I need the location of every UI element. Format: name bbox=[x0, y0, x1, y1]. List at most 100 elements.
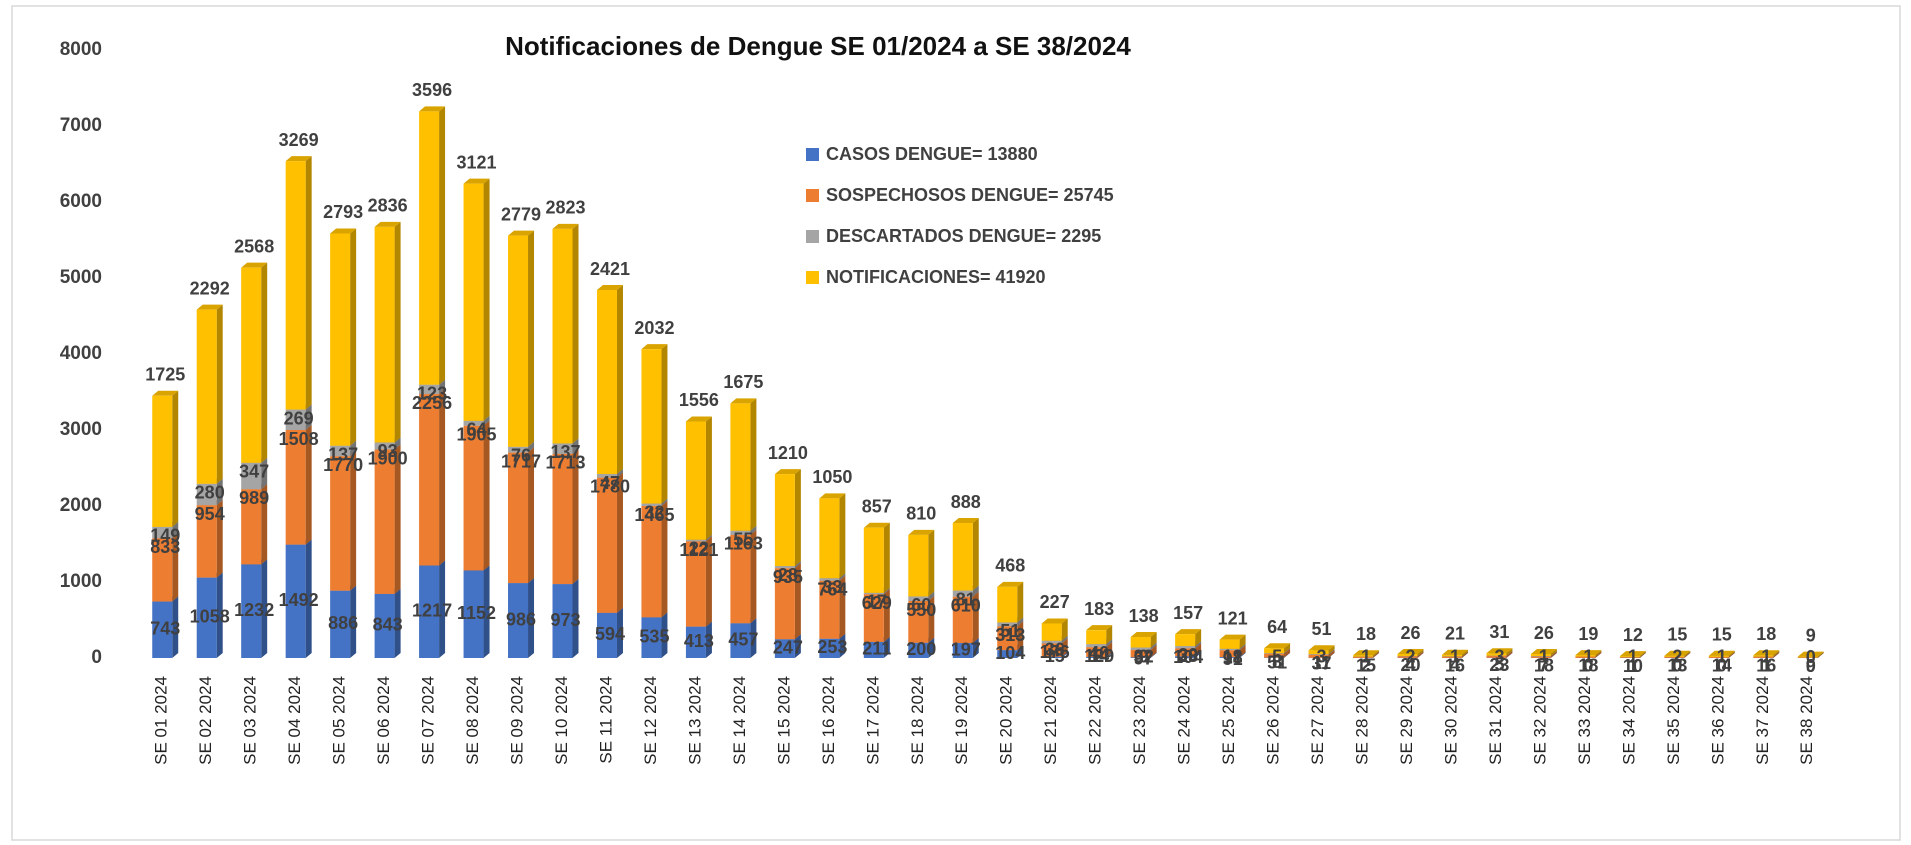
bar bbox=[819, 638, 840, 658]
bar-side bbox=[483, 420, 490, 571]
data-label: 1058 bbox=[190, 607, 230, 627]
bar bbox=[1219, 650, 1240, 658]
bar-side bbox=[794, 563, 801, 640]
data-label: 23 bbox=[1489, 655, 1509, 675]
bar-side bbox=[1150, 644, 1157, 658]
y-tick-label: 8000 bbox=[60, 39, 102, 60]
bar-top bbox=[1753, 650, 1780, 656]
data-label: 197 bbox=[951, 639, 981, 659]
data-label: 833 bbox=[150, 537, 180, 557]
bar-side bbox=[439, 389, 446, 566]
data-label: 51 bbox=[1312, 619, 1332, 639]
data-label: 129 bbox=[1084, 646, 1114, 666]
chart-border bbox=[11, 5, 1901, 841]
data-label: 2836 bbox=[368, 196, 408, 216]
legend-label: CASOS DENGUE= 13880 bbox=[826, 144, 1038, 164]
bar-top bbox=[1353, 650, 1380, 656]
data-label: 2421 bbox=[590, 259, 630, 279]
bar-side bbox=[1595, 652, 1602, 658]
bar bbox=[285, 430, 306, 545]
data-label: 3 bbox=[1317, 647, 1327, 667]
bar bbox=[241, 489, 262, 565]
bar-side bbox=[216, 478, 223, 506]
legend-swatch bbox=[806, 271, 819, 284]
bar bbox=[1041, 643, 1062, 657]
data-label: 1121 bbox=[679, 540, 718, 560]
bar-top bbox=[374, 221, 401, 227]
bar bbox=[552, 443, 573, 454]
bar-side bbox=[1284, 648, 1291, 658]
bar-side bbox=[705, 534, 712, 542]
data-label: 886 bbox=[328, 613, 358, 633]
bar bbox=[508, 446, 529, 453]
bar bbox=[1041, 640, 1062, 644]
data-label: 16 bbox=[1756, 655, 1776, 675]
bar bbox=[1575, 655, 1596, 657]
data-label: 313 bbox=[995, 625, 1025, 645]
bar-side bbox=[216, 304, 223, 484]
bar bbox=[774, 566, 795, 569]
bar bbox=[552, 453, 573, 585]
data-label: 247 bbox=[773, 637, 803, 657]
bar bbox=[1130, 657, 1151, 658]
bar bbox=[952, 590, 973, 597]
bar-side bbox=[1595, 650, 1602, 657]
bar-top bbox=[863, 522, 890, 528]
data-label: 64 bbox=[467, 420, 487, 440]
bar-side bbox=[350, 440, 357, 457]
bar-side bbox=[1284, 648, 1291, 654]
bar bbox=[1130, 637, 1151, 648]
data-label: 17 bbox=[867, 592, 887, 612]
data-label: 1780 bbox=[590, 476, 630, 496]
data-label: 97 bbox=[1134, 649, 1154, 669]
bar bbox=[1664, 656, 1685, 658]
bar bbox=[463, 570, 484, 658]
bar-side bbox=[1017, 645, 1024, 658]
bar-side bbox=[750, 525, 757, 535]
data-label: 2568 bbox=[234, 236, 274, 256]
y-tick-label: 6000 bbox=[60, 191, 102, 212]
bar-side bbox=[1239, 645, 1246, 658]
x-tick-label: SE 03 2024 bbox=[241, 676, 260, 765]
data-label: 629 bbox=[862, 593, 892, 613]
bar-side bbox=[1639, 651, 1646, 658]
bar-top bbox=[685, 416, 712, 422]
bar-top bbox=[1086, 625, 1113, 631]
bar-side bbox=[216, 500, 223, 578]
bar bbox=[1708, 655, 1729, 657]
x-tick-label: SE 25 2024 bbox=[1219, 676, 1238, 765]
data-label: 857 bbox=[862, 496, 892, 516]
x-tick-label: SE 11 2024 bbox=[596, 676, 615, 764]
x-tick-label: SE 13 2024 bbox=[685, 676, 704, 765]
bar-side bbox=[350, 585, 357, 658]
bar-side bbox=[483, 178, 490, 421]
bar bbox=[374, 449, 395, 594]
data-label: 0 bbox=[1583, 655, 1593, 675]
bar-side bbox=[1373, 652, 1380, 658]
data-label: 18 bbox=[1223, 648, 1243, 668]
x-tick-label: SE 33 2024 bbox=[1575, 676, 1594, 765]
data-label: 3121 bbox=[457, 152, 497, 172]
bar bbox=[1486, 656, 1507, 658]
bar-side bbox=[972, 585, 979, 597]
bar bbox=[1086, 656, 1107, 658]
bar-top bbox=[1664, 650, 1691, 656]
bar-top bbox=[241, 262, 268, 268]
bar bbox=[641, 506, 662, 618]
data-label: 1675 bbox=[723, 372, 763, 392]
data-label: 23 bbox=[1178, 646, 1198, 666]
data-label: 468 bbox=[995, 556, 1025, 576]
bar bbox=[685, 541, 706, 627]
data-label: 81 bbox=[956, 589, 976, 609]
bar-side bbox=[883, 587, 890, 595]
bar-side bbox=[305, 404, 312, 430]
bar-side bbox=[572, 448, 579, 585]
data-label: 18 bbox=[1534, 655, 1554, 675]
bar-side bbox=[439, 379, 446, 395]
data-label: 743 bbox=[150, 619, 180, 639]
data-label: 935 bbox=[773, 567, 803, 587]
bar-side bbox=[1195, 629, 1202, 647]
bar bbox=[1441, 656, 1462, 658]
bar bbox=[1175, 656, 1196, 658]
data-label: 1217 bbox=[412, 601, 452, 621]
